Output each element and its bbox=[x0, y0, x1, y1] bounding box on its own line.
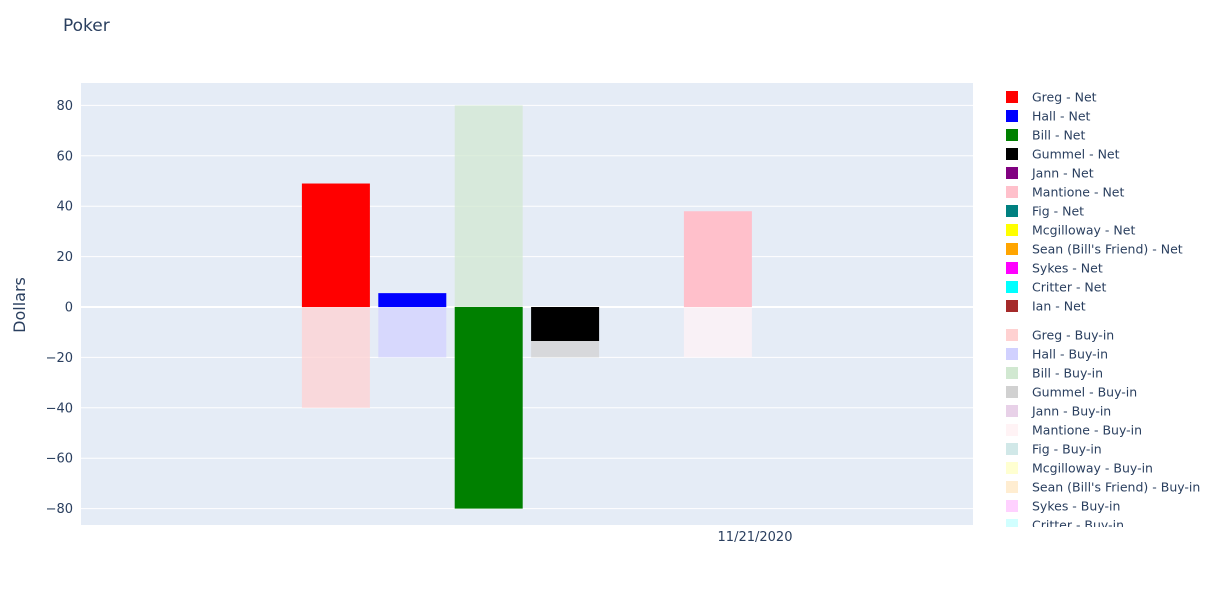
legend-item[interactable]: Mcgilloway - Buy-in bbox=[1006, 461, 1153, 476]
bar-hall-net[interactable] bbox=[378, 293, 447, 307]
legend-label: Hall - Buy-in bbox=[1032, 347, 1108, 362]
legend-item[interactable]: Jann - Net bbox=[1006, 166, 1094, 181]
bar-bill-buyin[interactable] bbox=[454, 105, 523, 308]
legend-swatch bbox=[1006, 281, 1018, 293]
y-tick-label: −60 bbox=[46, 452, 73, 467]
legend-swatch bbox=[1006, 224, 1018, 236]
legend-item[interactable]: Sean (Bill's Friend) - Net bbox=[1006, 242, 1183, 257]
chart-title: Poker bbox=[63, 16, 110, 36]
legend-label: Bill - Net bbox=[1032, 128, 1085, 143]
legend-label: Sean (Bill's Friend) - Net bbox=[1032, 242, 1183, 257]
y-tick-label: 80 bbox=[56, 99, 73, 114]
legend-item[interactable]: Greg - Net bbox=[1006, 90, 1097, 105]
legend-swatch bbox=[1006, 424, 1018, 436]
legend-swatch bbox=[1006, 386, 1018, 398]
y-tick-label: 60 bbox=[56, 149, 73, 164]
grid-lines bbox=[81, 104, 973, 510]
legend-item[interactable]: Mantione - Net bbox=[1006, 185, 1125, 200]
y-tick-labels: 80 60 40 20 0 −20 −40 −60 −80 bbox=[46, 99, 73, 517]
bar-mantione-buyin[interactable] bbox=[683, 307, 752, 358]
legend-swatch bbox=[1006, 519, 1018, 527]
y-tick-label: 0 bbox=[65, 301, 73, 316]
legend-label: Mantione - Buy-in bbox=[1032, 423, 1142, 438]
legend[interactable]: Greg - Net Hall - Net Bill - Net Gummel - N… bbox=[1006, 90, 1200, 533]
legend-label: Mantione - Net bbox=[1032, 185, 1125, 200]
legend-item[interactable]: Critter - Buy-in bbox=[1006, 518, 1124, 533]
legend-item[interactable]: Sean (Bill's Friend) - Buy-in bbox=[1006, 480, 1200, 495]
legend-swatch bbox=[1006, 91, 1018, 103]
bar-mantione-net[interactable] bbox=[683, 211, 752, 307]
legend-swatch bbox=[1006, 167, 1018, 179]
legend-swatch bbox=[1006, 186, 1018, 198]
legend-label: Jann - Buy-in bbox=[1031, 404, 1111, 419]
y-tick-label: 40 bbox=[56, 200, 73, 215]
legend-item[interactable]: Greg - Buy-in bbox=[1006, 328, 1114, 343]
bar-greg-net[interactable] bbox=[301, 183, 370, 307]
legend-item[interactable]: Hall - Buy-in bbox=[1006, 347, 1108, 362]
x-tick-label: 11/21/2020 bbox=[718, 530, 793, 545]
legend-item[interactable]: Fig - Buy-in bbox=[1006, 442, 1102, 457]
legend-label: Mcgilloway - Net bbox=[1032, 223, 1135, 238]
legend-label: Fig - Net bbox=[1032, 204, 1084, 219]
legend-swatch bbox=[1006, 367, 1018, 379]
y-tick-label: 20 bbox=[56, 250, 73, 265]
legend-label: Critter - Net bbox=[1032, 280, 1106, 295]
bar-hall-buyin[interactable] bbox=[378, 307, 447, 358]
legend-item[interactable]: Fig - Net bbox=[1006, 204, 1084, 219]
legend-label: Fig - Buy-in bbox=[1032, 442, 1102, 457]
legend-swatch bbox=[1006, 462, 1018, 474]
legend-label: Mcgilloway - Buy-in bbox=[1032, 461, 1153, 476]
legend-label: Hall - Net bbox=[1032, 109, 1091, 124]
legend-label: Gummel - Buy-in bbox=[1032, 385, 1137, 400]
x-tick-labels: 11/21/2020 bbox=[718, 530, 793, 545]
legend-swatch bbox=[1006, 500, 1018, 512]
legend-item[interactable]: Mcgilloway - Net bbox=[1006, 223, 1135, 238]
legend-item[interactable]: Mantione - Buy-in bbox=[1006, 423, 1142, 438]
bar-bill-net[interactable] bbox=[454, 307, 523, 509]
legend-swatch bbox=[1006, 443, 1018, 455]
legend-item[interactable]: Sykes - Buy-in bbox=[1006, 499, 1120, 514]
y-tick-label: −20 bbox=[46, 351, 73, 366]
legend-label: Bill - Buy-in bbox=[1032, 366, 1103, 381]
legend-item[interactable]: Ian - Net bbox=[1006, 299, 1086, 314]
legend-label: Sykes - Net bbox=[1032, 261, 1103, 276]
plot-background bbox=[81, 83, 973, 525]
legend-label: Greg - Buy-in bbox=[1032, 328, 1114, 343]
bar-greg-buyin[interactable] bbox=[301, 307, 370, 408]
legend-swatch bbox=[1006, 129, 1018, 141]
legend-label: Jann - Net bbox=[1031, 166, 1094, 181]
legend-item[interactable]: Gummel - Buy-in bbox=[1006, 385, 1137, 400]
legend-swatch bbox=[1006, 205, 1018, 217]
legend-label: Ian - Net bbox=[1032, 299, 1086, 314]
legend-label: Critter - Buy-in bbox=[1032, 518, 1124, 533]
legend-label: Sykes - Buy-in bbox=[1032, 499, 1120, 514]
bars bbox=[301, 105, 752, 509]
legend-swatch bbox=[1006, 300, 1018, 312]
legend-label: Gummel - Net bbox=[1032, 147, 1120, 162]
legend-item[interactable]: Critter - Net bbox=[1006, 280, 1106, 295]
legend-item[interactable]: Sykes - Net bbox=[1006, 261, 1103, 276]
legend-item[interactable]: Bill - Net bbox=[1006, 128, 1085, 143]
legend-swatch bbox=[1006, 110, 1018, 122]
legend-swatch bbox=[1006, 148, 1018, 160]
y-tick-label: −80 bbox=[46, 502, 73, 517]
legend-swatch bbox=[1006, 348, 1018, 360]
legend-label: Greg - Net bbox=[1032, 90, 1097, 105]
y-tick-label: −40 bbox=[46, 401, 73, 416]
legend-swatch bbox=[1006, 243, 1018, 255]
bar-gummel-net[interactable] bbox=[531, 307, 600, 342]
legend-swatch bbox=[1006, 329, 1018, 341]
bar-gummel-buyin[interactable] bbox=[531, 341, 600, 358]
legend-item[interactable]: Hall - Net bbox=[1006, 109, 1091, 124]
legend-swatch bbox=[1006, 481, 1018, 493]
legend-swatch bbox=[1006, 262, 1018, 274]
legend-item[interactable]: Bill - Buy-in bbox=[1006, 366, 1103, 381]
legend-item[interactable]: Gummel - Net bbox=[1006, 147, 1120, 162]
legend-swatch bbox=[1006, 405, 1018, 417]
y-axis-title: Dollars bbox=[10, 277, 29, 333]
legend-item[interactable]: Jann - Buy-in bbox=[1006, 404, 1111, 419]
legend-label: Sean (Bill's Friend) - Buy-in bbox=[1032, 480, 1200, 495]
